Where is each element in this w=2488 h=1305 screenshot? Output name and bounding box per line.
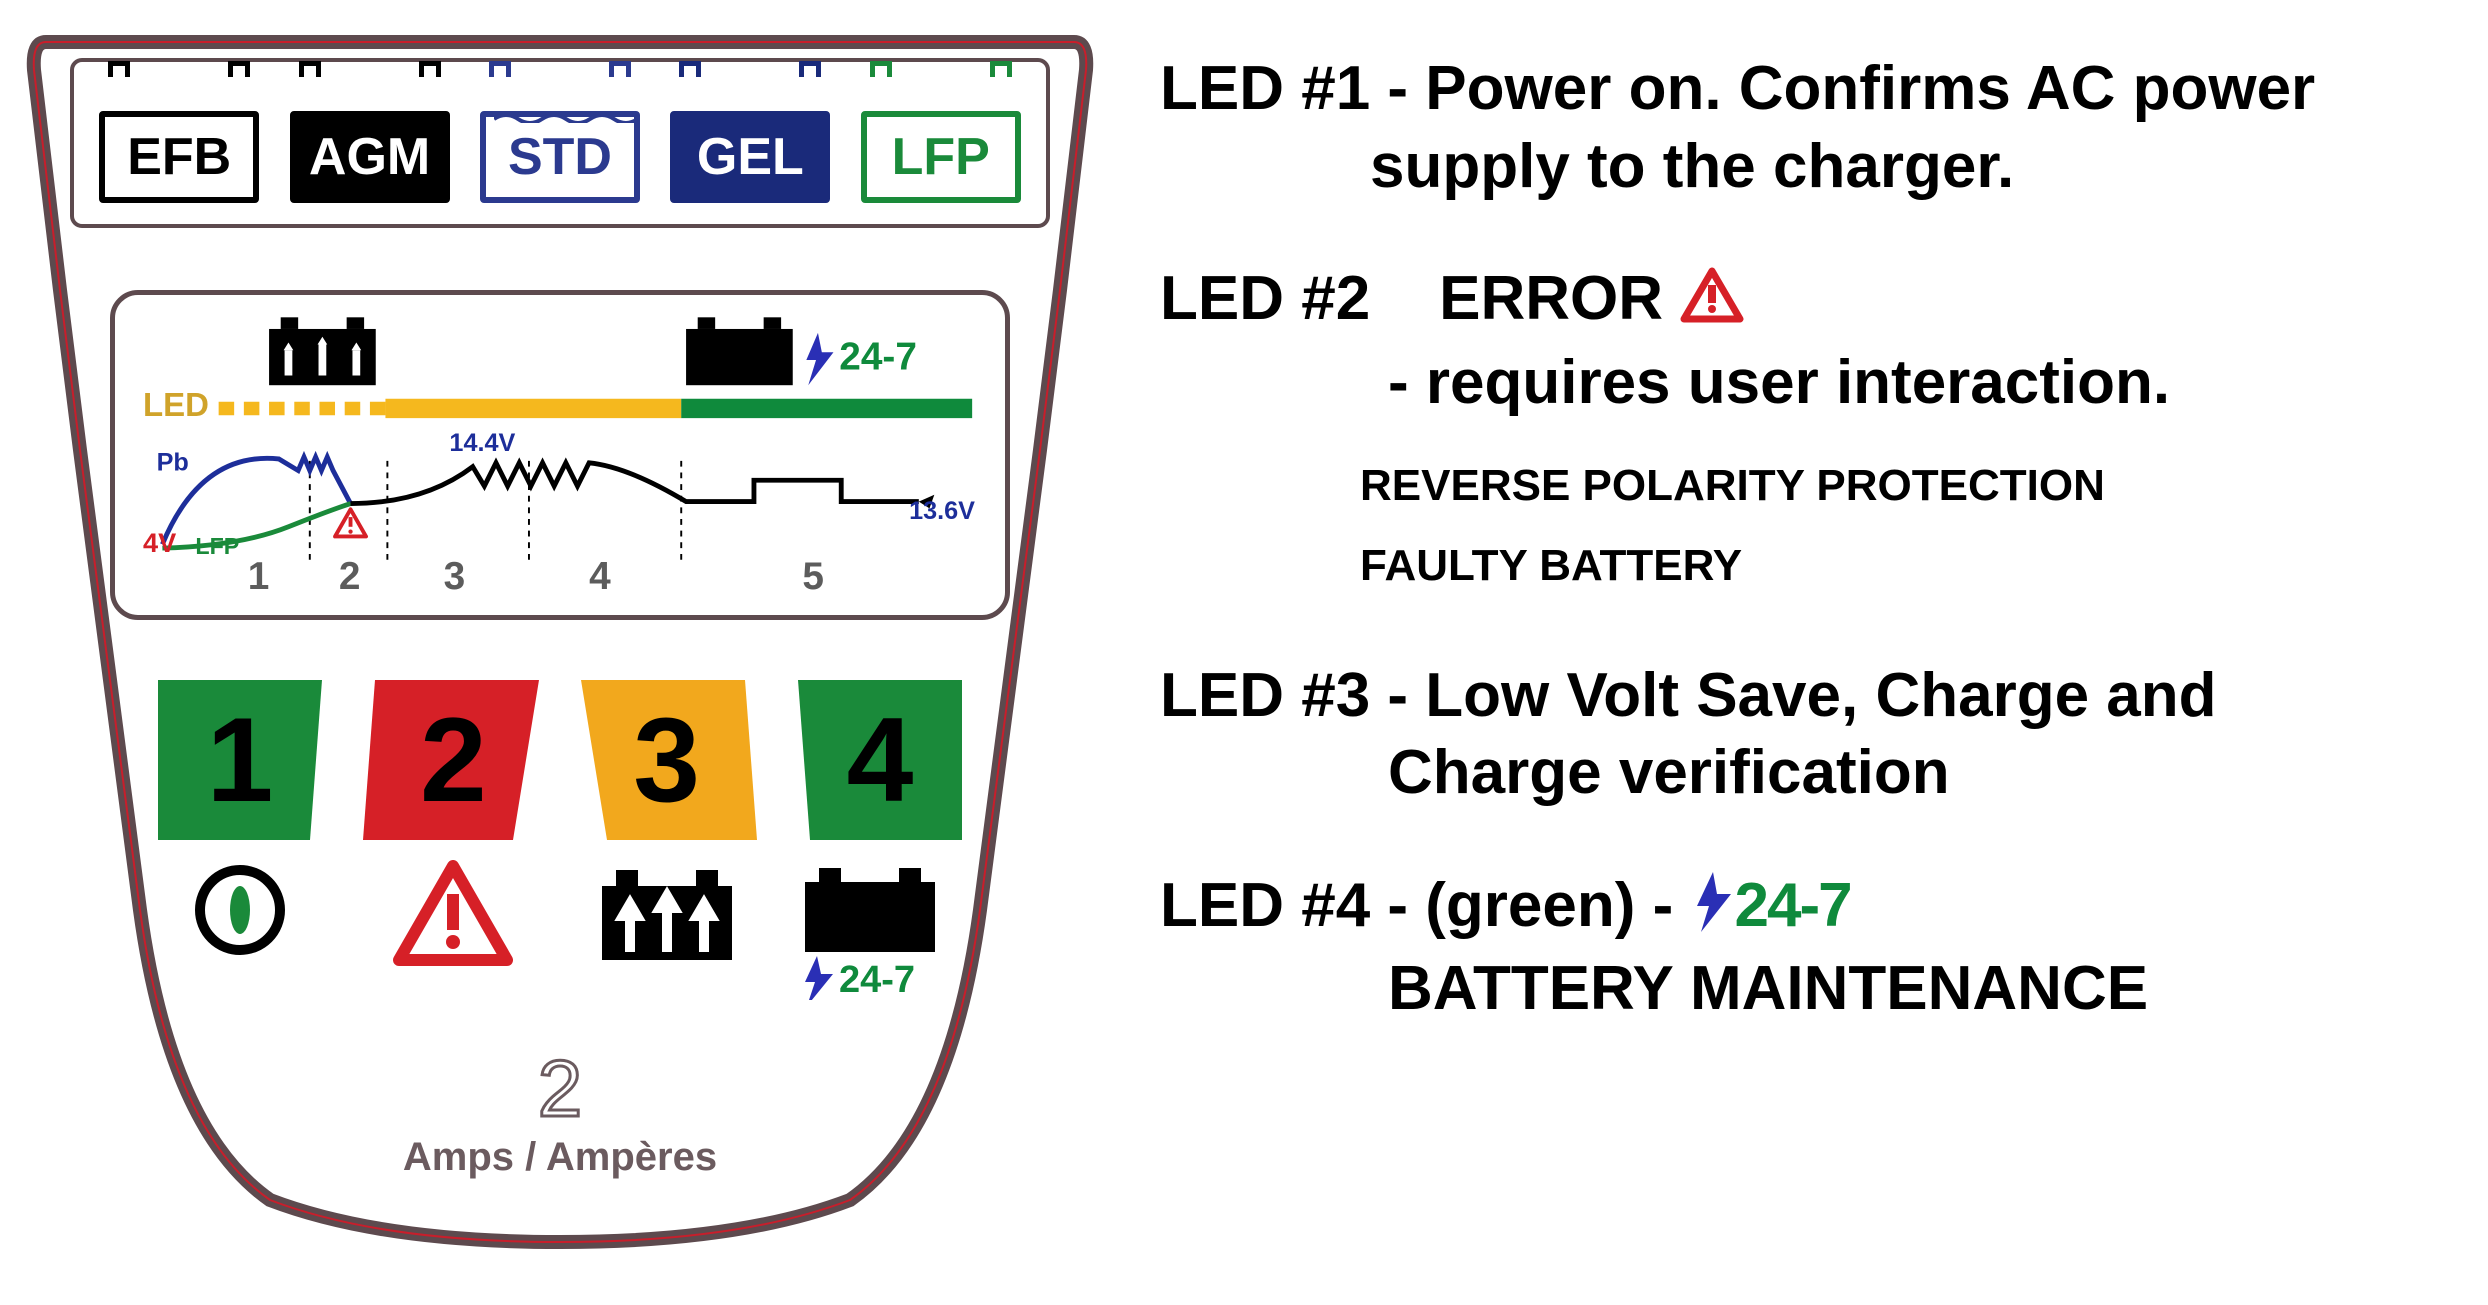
led3-line1: LED #3 - Low Volt Save, Charge and [1160,657,2448,735]
led-key-number: 3 [633,691,700,829]
battery-type-efb: EFB [94,83,264,203]
power-icon [150,860,330,965]
charging-battery-icon [577,860,757,975]
led2-title: LED #2 [1160,264,1370,333]
charge-curve-svg: 24-7 LED Pb [143,313,977,599]
amps-label: 2 Amps / Ampères [20,1043,1100,1180]
battery-type-label: LFP [892,127,990,187]
maintain-battery-icon: 24-7 [790,860,970,1005]
stage-2: 2 [339,555,361,598]
lfp-curve-label: LFP [195,533,239,559]
battery-type-label: EFB [127,127,231,187]
chart-247-label: 24-7 [839,336,917,379]
led4-prefix: LED #4 - (green) - [1160,871,1691,940]
charger-panel: EFB AGM STD GEL LFP 24-7 [20,30,1100,1250]
amps-value: 2 [20,1043,1100,1135]
led4-247: 24-7 [1735,871,1851,940]
battery-type-agm: AGM [285,83,455,203]
pb-label: Pb [157,449,189,477]
battery-type-std: STD [475,83,645,203]
led-keys-row: 1 2 3 4 [150,670,970,850]
led4-line2: BATTERY MAINTENANCE [1160,950,2448,1028]
led3-desc: LED #3 - Low Volt Save, Charge and Charg… [1160,657,2448,812]
stage-5: 5 [802,555,824,598]
descriptions: LED #1 - Power on. Confirms AC power sup… [1160,30,2448,1275]
led1-line1: LED #1 - Power on. Confirms AC power [1160,50,2448,128]
led-key-4: 4 [790,680,970,840]
led-key-1: 1 [150,680,330,840]
led2-desc: LED #2 ERROR - requires user interaction… [1160,260,2448,602]
led3-line2: Charge verification [1160,734,2448,812]
led4-desc: LED #4 - (green) - 24-7 BATTERY MAINTENA… [1160,867,2448,1028]
battery-type-label: STD [508,127,612,187]
battery-type-gel: GEL [665,83,835,203]
led2-error: ERROR [1439,264,1663,333]
warning-icon-inline [1680,266,1744,344]
battery-type-label: GEL [697,127,804,187]
stage-3: 3 [444,555,466,598]
warning-icon [363,860,543,975]
v-peak: 14.4V [449,429,515,457]
led1-desc: LED #1 - Power on. Confirms AC power sup… [1160,50,2448,205]
battery-type-row: EFB AGM STD GEL LFP [70,58,1050,228]
bolt-icon-inline [1691,872,1735,951]
charge-curve-panel: 24-7 LED Pb [110,290,1010,620]
led-key-number: 1 [207,691,274,829]
stage-4: 4 [589,555,611,598]
stage-1: 1 [248,555,270,598]
led-key-number: 2 [420,691,487,829]
battery-type-label: AGM [309,127,430,187]
v-float: 13.6V [909,497,975,525]
led2-sub2: FAULTY BATTERY [1360,531,2448,601]
led-key-number: 4 [847,691,914,829]
4v-label: 4V [143,527,176,558]
battery-type-lfp: LFP [856,83,1026,203]
led2-req: - requires user interaction. [1160,344,2448,422]
led1-line2: supply to the charger. [1160,128,2448,206]
led-key-2: 2 [363,680,543,840]
led2-sub1: REVERSE POLARITY PROTECTION [1360,451,2448,521]
led-label: LED [143,386,209,423]
led-key-3: 3 [577,680,757,840]
key-icons-row: 24-7 [150,860,970,1000]
amps-unit: Amps / Ampères [20,1135,1100,1180]
247-under-key4: 24-7 [839,959,915,1000]
